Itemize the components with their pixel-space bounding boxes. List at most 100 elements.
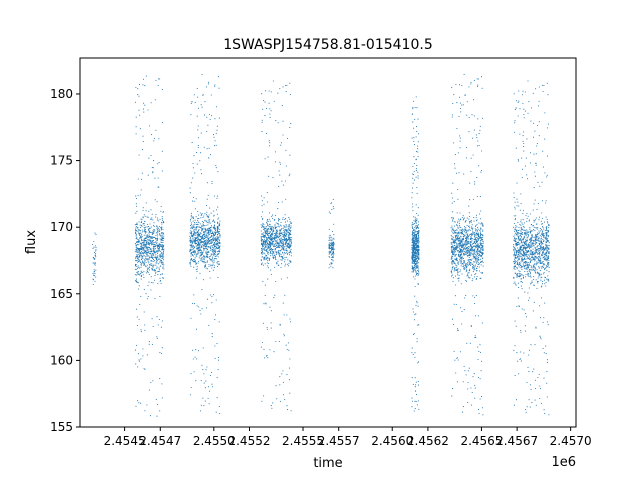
data-point <box>417 253 419 255</box>
data-point <box>547 264 549 266</box>
data-point <box>161 347 163 349</box>
data-point <box>269 228 271 230</box>
data-point <box>145 258 148 260</box>
data-point <box>479 351 482 353</box>
data-point <box>204 266 206 268</box>
data-point <box>454 234 456 236</box>
data-point <box>135 228 137 230</box>
data-point <box>278 238 281 240</box>
data-point <box>154 199 156 201</box>
data-point <box>416 341 418 343</box>
data-point <box>413 245 415 247</box>
data-point <box>198 221 200 223</box>
data-point <box>93 240 95 243</box>
data-point <box>269 242 271 244</box>
data-point <box>159 261 161 263</box>
data-point <box>203 279 205 281</box>
data-point <box>332 245 334 247</box>
data-point <box>151 232 153 234</box>
data-point <box>460 261 462 263</box>
data-point <box>451 230 453 232</box>
data-point <box>208 257 211 259</box>
data-point <box>93 274 95 276</box>
data-point <box>148 273 150 275</box>
data-point <box>154 259 156 262</box>
data-point <box>456 212 458 214</box>
data-point <box>151 260 153 262</box>
data-point <box>480 229 482 231</box>
data-point <box>148 228 150 230</box>
data-point <box>136 230 138 232</box>
data-point <box>148 255 150 257</box>
data-point <box>471 404 473 406</box>
data-point <box>281 256 284 258</box>
data-point <box>529 264 531 266</box>
data-point <box>264 115 266 117</box>
data-point <box>270 110 272 112</box>
data-point <box>451 274 453 276</box>
data-point <box>464 253 466 255</box>
data-point <box>277 252 279 254</box>
data-point <box>452 246 454 248</box>
data-point <box>161 257 163 259</box>
data-point <box>516 257 518 259</box>
data-point <box>452 253 454 255</box>
data-point <box>140 218 142 220</box>
data-point <box>156 257 158 260</box>
data-point <box>213 244 215 246</box>
data-point <box>263 259 265 261</box>
data-point <box>149 235 151 238</box>
data-point <box>193 261 195 263</box>
data-point <box>204 219 206 221</box>
data-point <box>94 264 96 266</box>
data-point <box>272 255 274 257</box>
data-point <box>157 324 159 326</box>
data-point <box>150 237 152 239</box>
data-point <box>415 96 417 98</box>
data-point <box>163 264 165 266</box>
data-point <box>145 202 147 204</box>
data-point <box>414 237 416 239</box>
data-point <box>92 256 94 259</box>
data-point <box>413 251 416 253</box>
data-point <box>473 220 475 222</box>
data-point <box>202 94 204 96</box>
data-point <box>146 298 148 300</box>
data-point <box>195 243 198 245</box>
data-point <box>137 261 139 263</box>
data-point <box>458 172 460 174</box>
data-point <box>470 244 472 246</box>
data-point <box>195 252 197 254</box>
data-point <box>93 269 95 271</box>
data-point <box>289 218 291 220</box>
data-point <box>453 303 455 305</box>
data-point <box>136 210 138 212</box>
data-point <box>289 358 291 360</box>
data-point <box>196 163 198 165</box>
data-point <box>472 295 474 297</box>
data-point <box>202 244 204 246</box>
data-point <box>284 236 286 238</box>
data-point <box>217 369 219 371</box>
data-point <box>476 267 478 269</box>
data-point <box>94 232 96 234</box>
data-point <box>480 76 483 78</box>
data-point <box>517 101 519 103</box>
data-point <box>463 234 465 236</box>
data-point <box>149 256 151 259</box>
data-point <box>216 230 219 232</box>
data-point <box>161 216 163 218</box>
data-point <box>458 218 460 220</box>
data-point <box>189 263 191 265</box>
data-point <box>142 271 144 273</box>
data-point <box>151 243 154 245</box>
data-point <box>456 265 458 267</box>
data-point <box>416 338 418 340</box>
data-point <box>140 329 142 331</box>
data-point <box>279 219 281 221</box>
data-point <box>466 275 468 277</box>
data-point <box>280 142 282 144</box>
data-point <box>468 246 470 248</box>
data-point <box>158 229 160 231</box>
data-point <box>279 231 281 233</box>
